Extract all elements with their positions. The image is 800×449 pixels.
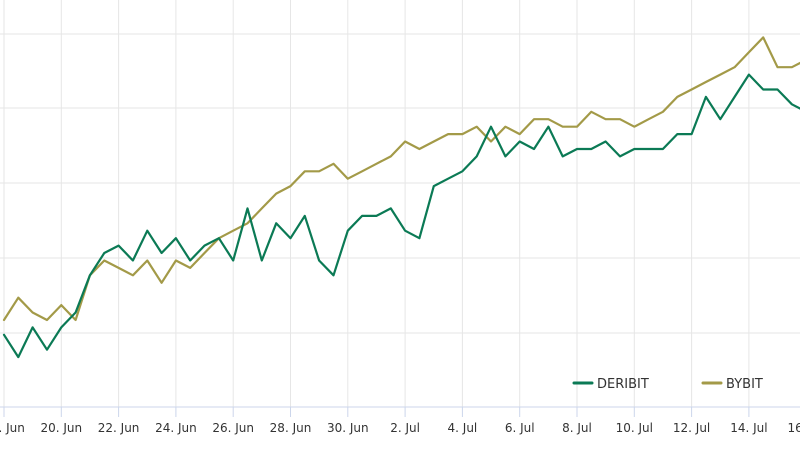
x-tick-label-0: 18. Jun bbox=[0, 421, 25, 435]
x-tick-label-13: 14. Jul bbox=[730, 421, 767, 435]
x-tick-label-10: 8. Jul bbox=[562, 421, 592, 435]
series-layer bbox=[2, 36, 800, 359]
series-line-deribit[interactable] bbox=[2, 73, 800, 359]
legend-item-bybit[interactable]: BYBIT bbox=[701, 377, 763, 392]
series-line-bybit[interactable] bbox=[2, 36, 800, 322]
x-tick-label-11: 10. Jul bbox=[616, 421, 653, 435]
x-axis-tick-labels: 18. Jun 20. Jun 22. Jun 24. Jun 26. Jun 28. J… bbox=[0, 421, 800, 435]
legend-item-deribit[interactable]: DERIBIT bbox=[572, 377, 649, 392]
x-tick-label-2: 22. Jun bbox=[98, 421, 140, 435]
legend-label-deribit: DERIBIT bbox=[597, 377, 649, 392]
x-tick-label-14: 16. Jul bbox=[788, 421, 800, 435]
x-tick-label-1: 20. Jun bbox=[40, 421, 82, 435]
x-tick-label-8: 4. Jul bbox=[448, 421, 478, 435]
horizontal-gridlines bbox=[0, 33, 800, 334]
vertical-gridlines bbox=[3, 0, 750, 417]
x-tick-label-7: 2. Jul bbox=[390, 421, 420, 435]
x-tick-label-5: 28. Jun bbox=[270, 421, 312, 435]
legend-label-bybit: BYBIT bbox=[726, 377, 763, 392]
x-tick-label-9: 6. Jul bbox=[505, 421, 535, 435]
x-tick-label-6: 30. Jun bbox=[327, 421, 369, 435]
x-tick-label-3: 24. Jun bbox=[155, 421, 197, 435]
x-tick-label-12: 12. Jul bbox=[673, 421, 710, 435]
x-tick-label-4: 26. Jun bbox=[212, 421, 254, 435]
legend[interactable]: DERIBIT BYBIT bbox=[572, 377, 763, 392]
